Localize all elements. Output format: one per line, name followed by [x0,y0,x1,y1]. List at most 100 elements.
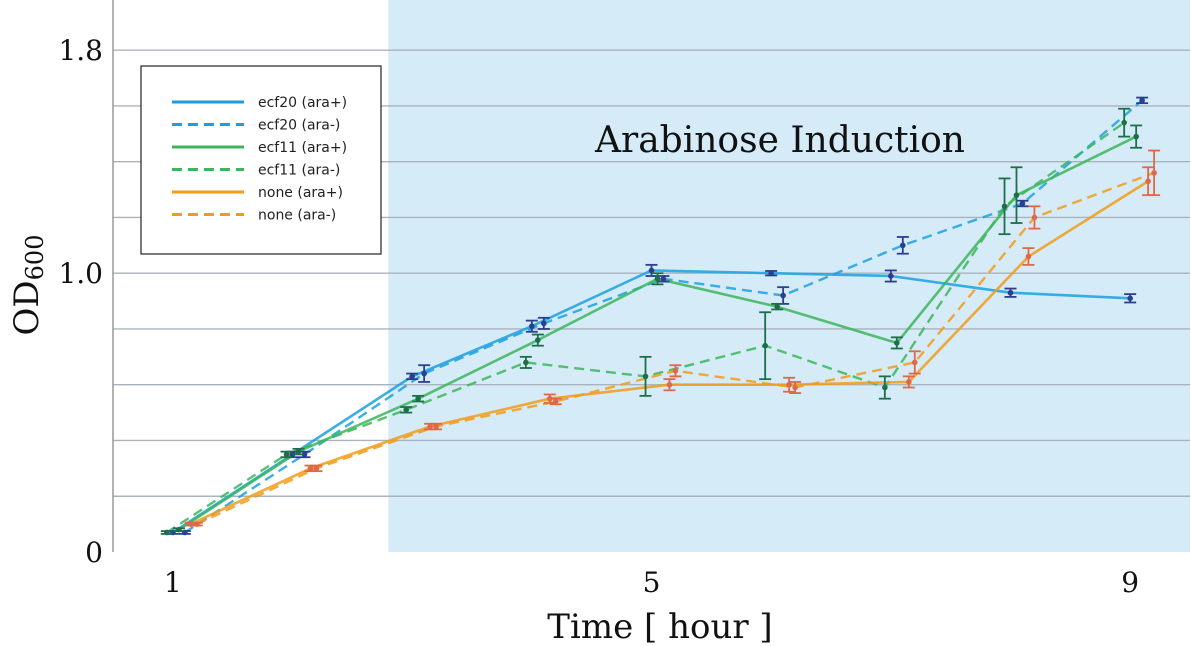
data-point [890,336,903,350]
marker [535,337,541,343]
marker [552,398,559,405]
data-point [651,272,664,286]
marker [283,451,290,458]
marker [1133,133,1139,140]
marker [433,423,439,430]
marker [193,521,200,527]
data-point [292,447,305,456]
data-point [280,450,293,459]
legend-label: none (ara-) [258,208,336,224]
data-point [525,319,538,333]
marker [1007,289,1014,296]
legend-label: none (ara+) [258,185,343,201]
data-point [908,350,921,375]
data-point [1118,107,1131,138]
marker [307,465,314,472]
marker [529,323,535,329]
data-point [1004,287,1017,298]
data-point [765,270,778,277]
data-point [884,269,897,283]
marker [762,342,768,349]
data-point [1010,166,1023,224]
data-point [412,394,425,403]
marker [888,273,894,279]
data-point [1136,96,1149,105]
marker [780,292,786,299]
legend-label: ecf20 (ara+) [258,95,347,111]
marker [295,448,302,455]
data-point [663,378,676,392]
data-point [400,406,413,414]
legend-label: ecf11 (ara-) [258,163,340,179]
x-tick-label: 5 [643,566,661,599]
marker [672,367,679,374]
marker [1001,203,1008,210]
marker [1025,253,1032,260]
marker [409,373,415,380]
marker [523,359,529,366]
data-point [531,333,544,347]
marker [768,270,774,277]
marker [1121,119,1127,126]
data-point [878,375,891,400]
marker [415,395,421,402]
marker [313,465,320,472]
legend-box [140,65,382,255]
data-point [902,375,915,389]
data-point [1016,199,1029,208]
marker [654,275,661,282]
legend-label: ecf20 (ara-) [258,118,340,134]
data-point [1130,124,1143,149]
marker [911,359,918,366]
x-tick-label: 9 [1121,566,1139,599]
data-point [310,464,323,473]
marker [666,381,673,388]
marker [648,267,655,274]
marker [421,370,427,377]
marker [403,407,409,413]
x-axis-title: Time [ hour ] [547,607,772,646]
data-point [519,355,532,369]
data-point [1022,247,1035,266]
marker [427,423,433,430]
data-point [639,355,652,397]
data-point [998,177,1011,236]
data-point [1148,149,1161,197]
marker [541,320,547,327]
data-point [430,422,443,431]
data-point [896,236,909,255]
region-label: Arabinose Induction [594,120,965,161]
data-point [657,275,670,283]
data-point [759,311,772,381]
data-point [1124,293,1137,304]
marker [882,384,888,391]
data-point [789,381,802,394]
data-point [783,376,796,393]
x-tick-label: 1 [164,566,182,599]
marker [774,303,780,310]
y-tick-label: 1.0 [58,257,103,290]
data-point [669,364,682,378]
y-tick-label: 1.8 [58,34,103,67]
data-point [160,529,173,536]
data-point [645,263,658,277]
marker [1013,192,1020,198]
marker [1031,214,1038,221]
y-tick-label: 0 [85,536,103,569]
marker [660,275,667,282]
marker [642,373,649,380]
data-point [418,364,431,383]
data-point [537,316,550,330]
marker [1145,178,1151,185]
legend: ecf20 (ara+) ecf20 (ara-) ecf11 (ara+) ecf1… [140,65,382,255]
data-point [172,526,185,533]
marker [900,242,906,249]
marker [164,529,170,536]
data-point [1028,205,1041,230]
data-point [190,521,203,527]
y-axis-title: OD600 [7,235,49,336]
data-point [771,302,784,311]
marker [176,526,182,533]
legend-label: ecf11 (ara+) [258,140,347,156]
